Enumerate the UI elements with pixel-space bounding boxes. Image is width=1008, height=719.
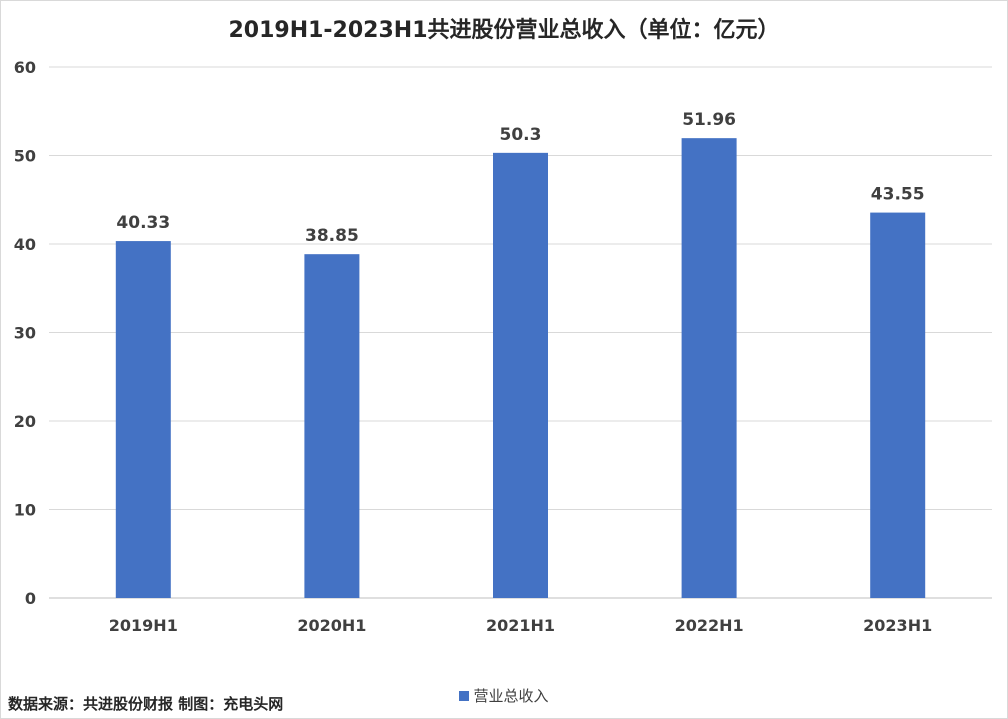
- x-tick-label: 2019H1: [109, 616, 178, 635]
- legend-label: 营业总收入: [473, 687, 549, 705]
- data-label: 43.55: [871, 185, 925, 205]
- data-label: 40.33: [116, 213, 170, 233]
- y-tick-label: 10: [14, 501, 36, 520]
- x-tick-label: 2021H1: [486, 616, 555, 635]
- x-tick-label: 2023H1: [863, 616, 932, 635]
- y-axis-ticks: 0 10 20 30 40 50 60: [14, 58, 36, 608]
- y-tick-label: 30: [14, 324, 36, 343]
- data-label: 51.96: [682, 110, 736, 130]
- bar: [115, 241, 171, 598]
- y-tick-label: 60: [14, 58, 36, 77]
- y-tick-label: 0: [25, 589, 36, 608]
- bar: [870, 212, 926, 598]
- bar: [681, 138, 737, 599]
- bars: [115, 138, 926, 599]
- data-label: 50.3: [500, 125, 542, 145]
- x-axis-ticks: 2019H1 2020H1 2021H1 2022H1 2023H1: [109, 616, 932, 635]
- x-tick-label: 2020H1: [297, 616, 366, 635]
- data-label: 38.85: [305, 226, 359, 246]
- source-note: 数据来源：共进股份财报 制图：充电头网: [8, 695, 284, 713]
- legend: 营业总收入: [0, 685, 1008, 706]
- y-tick-label: 40: [14, 235, 36, 254]
- bar: [493, 152, 548, 598]
- data-labels: 40.33 38.85 50.3 51.96 43.55: [116, 110, 924, 246]
- y-tick-label: 20: [14, 412, 36, 431]
- y-tick-label: 50: [14, 147, 36, 166]
- x-tick-label: 2022H1: [675, 616, 744, 635]
- legend-swatch: [459, 690, 470, 701]
- bar: [304, 254, 360, 599]
- chart-title: 2019H1-2023H1共进股份营业总收入（单位：亿元）: [228, 18, 780, 43]
